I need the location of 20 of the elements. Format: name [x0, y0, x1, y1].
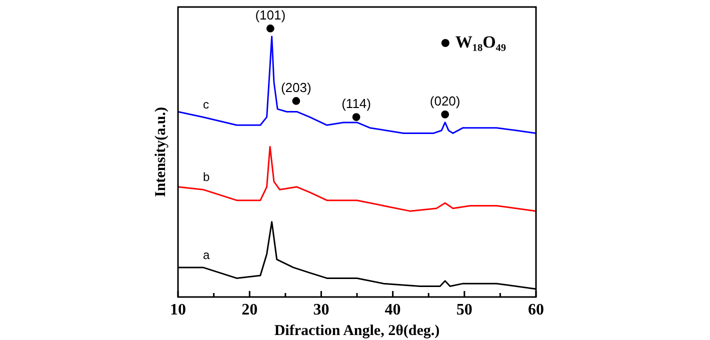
x-tick-label: 60 — [528, 302, 544, 319]
x-tick-label: 20 — [242, 302, 258, 319]
legend-label: W₁₈O₄₉ — [455, 32, 506, 52]
annotation: (114) — [342, 96, 371, 112]
x-tick-label: 30 — [313, 302, 330, 319]
series-label: a — [203, 248, 210, 262]
point — [266, 24, 274, 32]
point — [441, 110, 450, 118]
series-label: c — [203, 97, 210, 112]
x-tick-label: 10 — [170, 302, 186, 319]
point — [292, 97, 300, 105]
annotation: (020) — [430, 93, 460, 108]
x-tick-label: 40 — [384, 302, 401, 319]
annotation: (203) — [280, 80, 312, 96]
point — [352, 113, 360, 122]
annotation: (101) — [255, 8, 286, 23]
x-tick-label: 50 — [456, 302, 472, 319]
x-axis-title: Difraction Angle, 2θ(deg.) — [274, 322, 440, 339]
series-label: b — [203, 170, 210, 184]
y-axis-title: Intensity(a.u.) — [152, 106, 169, 198]
